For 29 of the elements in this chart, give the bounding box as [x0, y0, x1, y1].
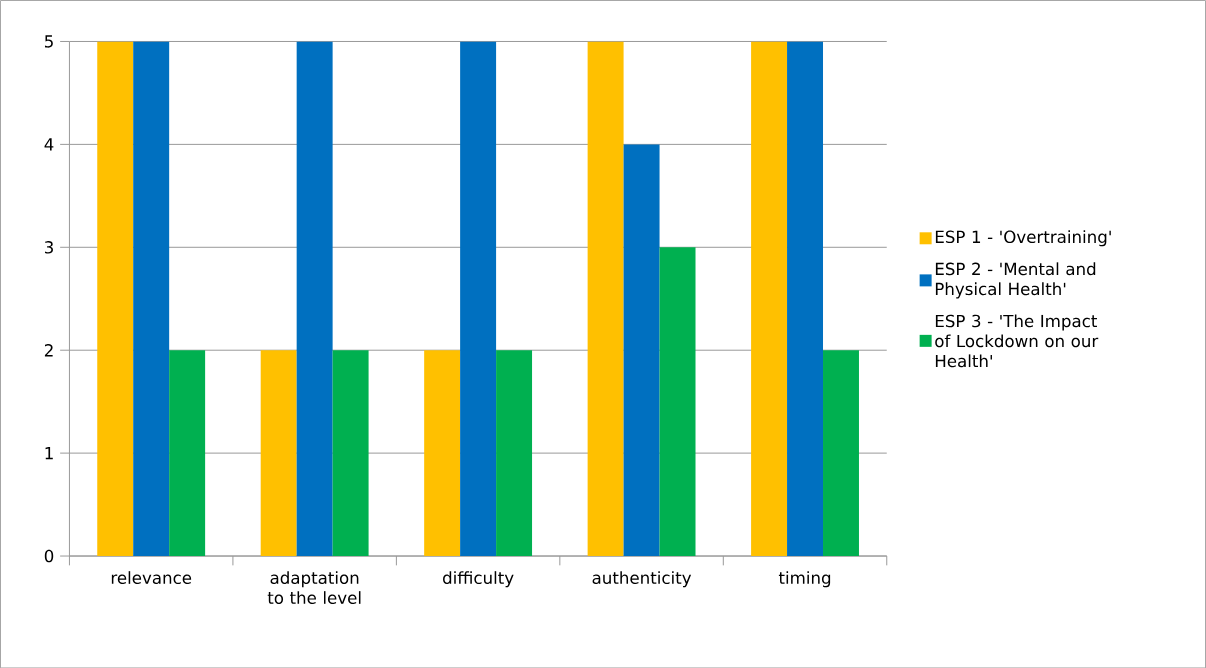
bar: [751, 41, 788, 556]
bar: [97, 41, 134, 556]
bar: [623, 144, 660, 556]
y-tick-label: 3: [44, 240, 53, 254]
x-tick-label: difficulty: [443, 570, 514, 588]
x-tick-label: adaptation to the level: [267, 570, 361, 604]
bar: [823, 349, 859, 556]
bar: [133, 41, 170, 556]
y-tick-label: 4: [44, 138, 54, 151]
bar: [169, 349, 206, 556]
y-tick-label: 2: [44, 343, 53, 357]
legend-label: ESP 1 - 'Overtraining': [935, 230, 1111, 247]
x-tick-label: authenticity: [592, 570, 692, 588]
x-tick-label: timing: [778, 570, 831, 588]
bar: [424, 349, 461, 556]
legend-label: ESP 3 - 'The Impact of Lockdown on our Health': [935, 314, 1099, 368]
x-tick-label: relevance: [111, 570, 192, 584]
y-tick-label: 5: [44, 35, 53, 48]
bar: [460, 41, 497, 556]
y-tick-label: 0: [44, 549, 54, 563]
bar: [332, 349, 369, 556]
legend-label: ESP 2 - 'Mental and Physical Health': [935, 262, 1096, 299]
bar: [587, 41, 624, 556]
bar: [296, 41, 333, 556]
bar: [496, 349, 533, 556]
bar: [659, 247, 696, 556]
bar: [787, 41, 824, 556]
y-tick-label: 1: [45, 446, 53, 459]
bar: [260, 349, 297, 556]
